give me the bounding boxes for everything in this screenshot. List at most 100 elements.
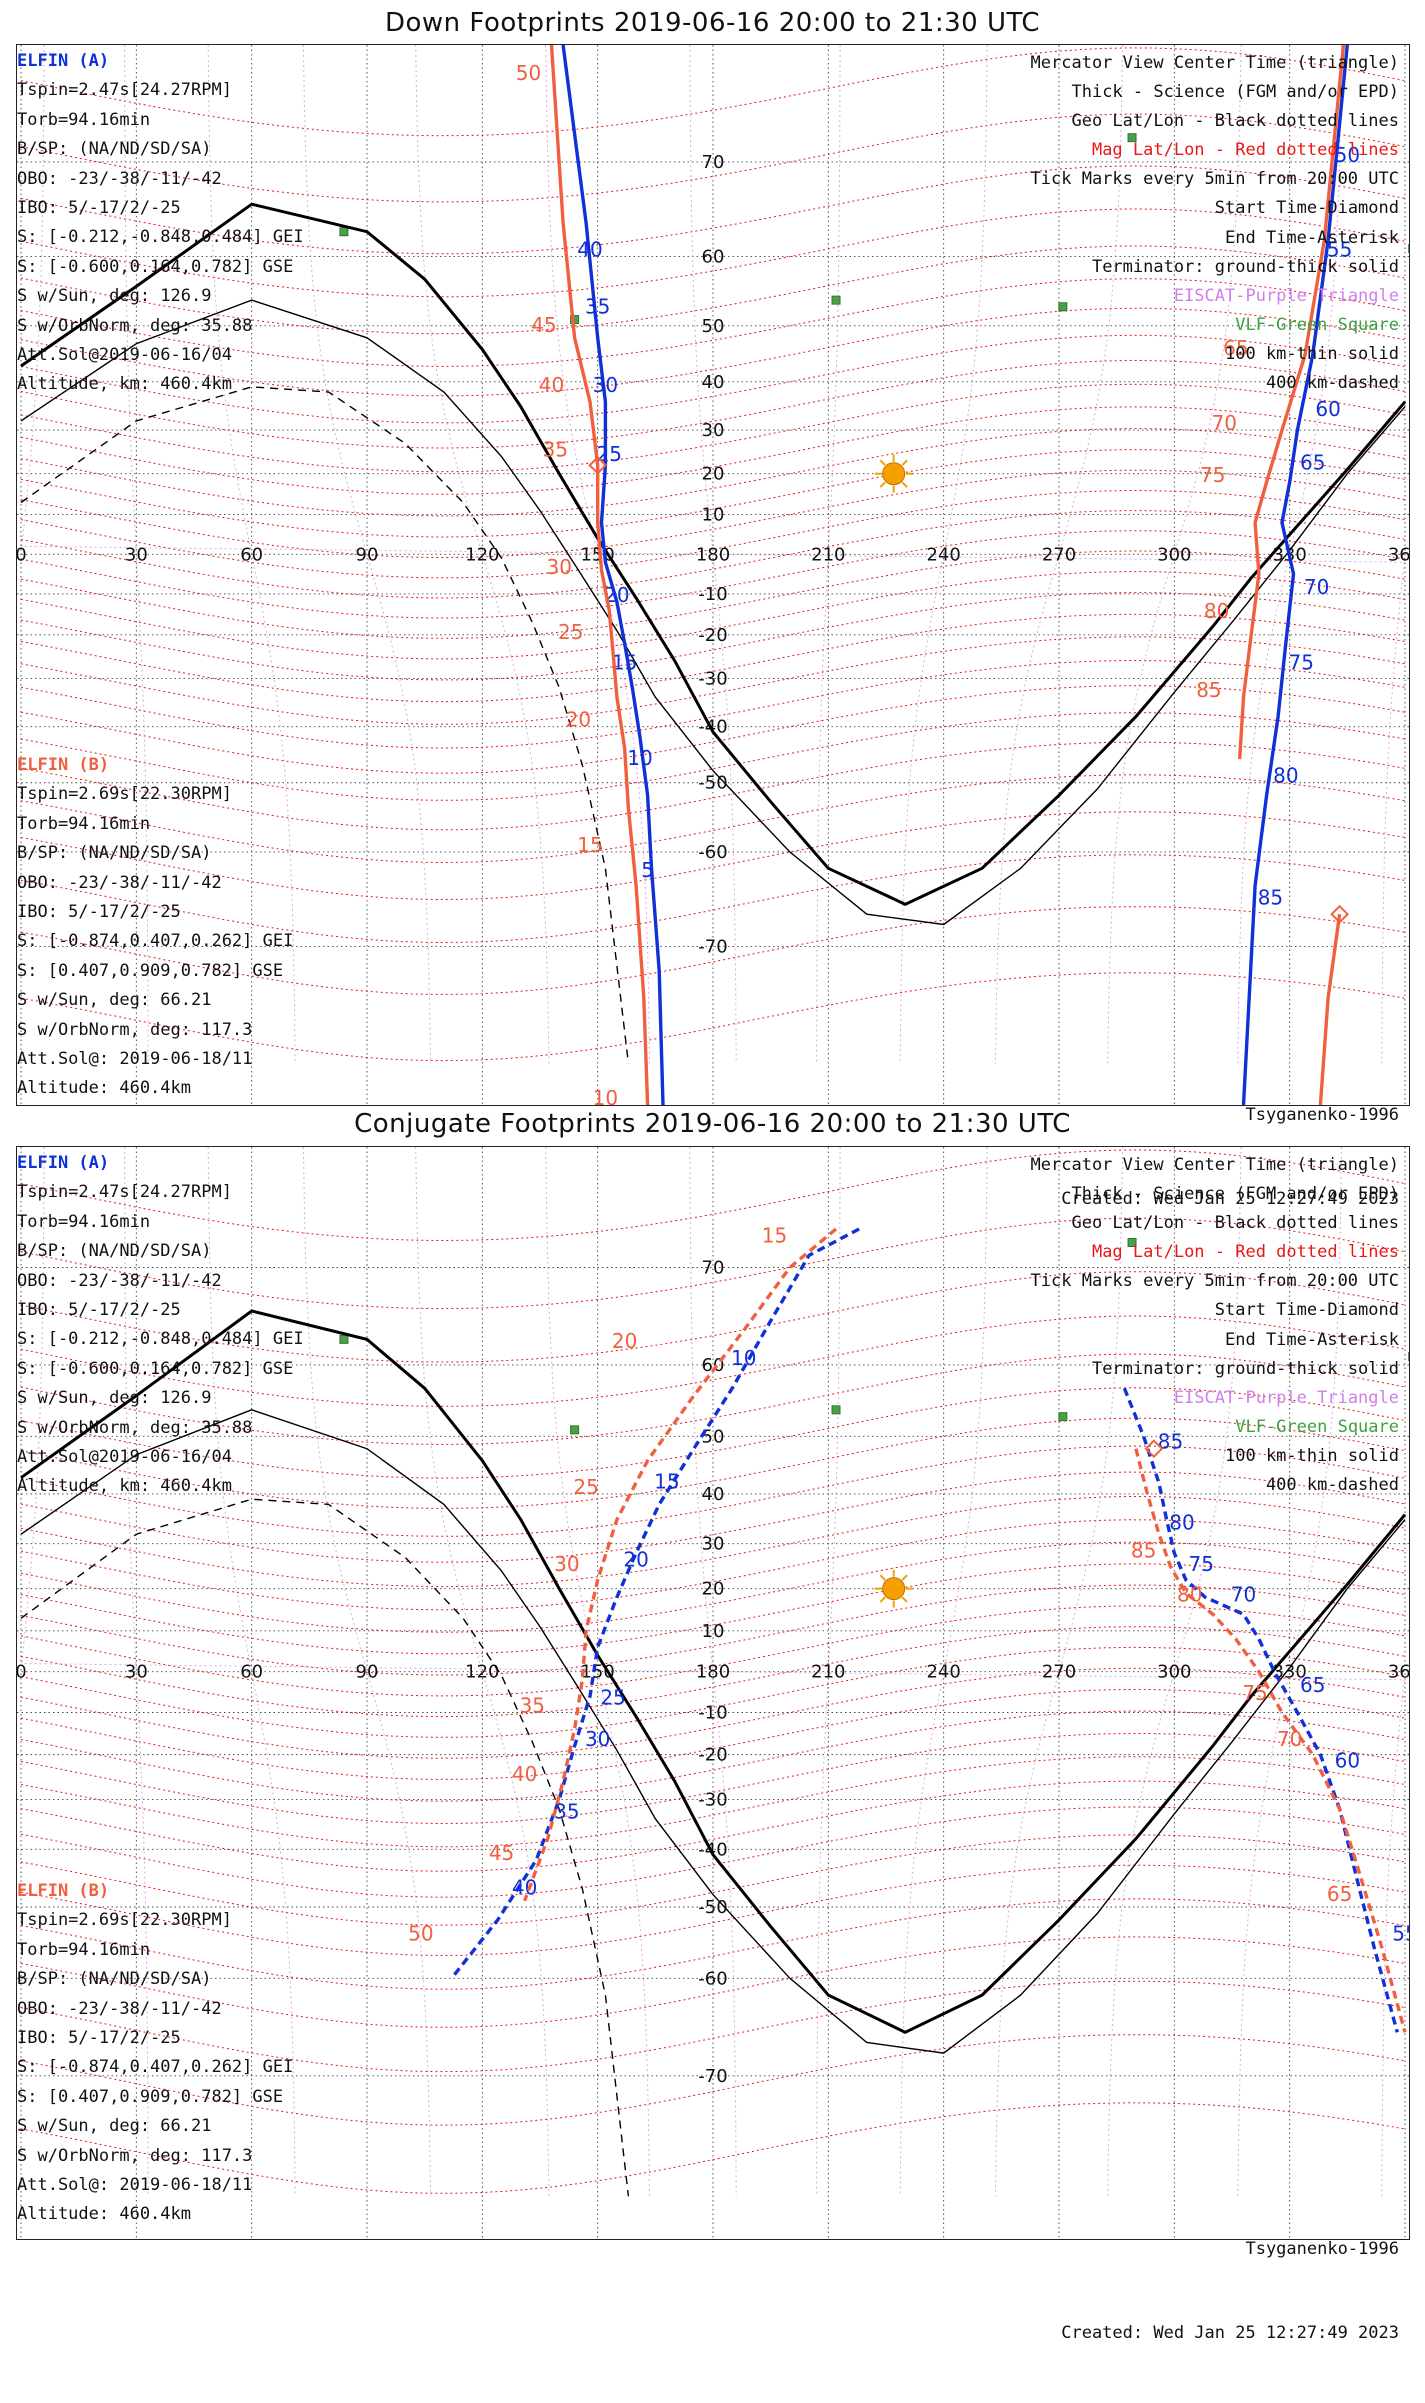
footprint-tick-label: 70 (1277, 1727, 1302, 1751)
elfin-a-info-line: S: [-0.212,-0.848,0.484] GEI (17, 223, 304, 252)
footprint-tick-label: 80 (1204, 599, 1229, 623)
elfin-a-info-line: Att.Sol@2019-06-16/04 (17, 1443, 304, 1472)
footprint-tick-label: 25 (600, 1685, 625, 1709)
footprint-tick-label: 30 (585, 1727, 610, 1751)
lat-tick-label: 40 (702, 1484, 725, 1505)
footprint-tick-label: 65 (1300, 1673, 1325, 1697)
elfin-a-info-conjugate: ELFIN (A)Tspin=2.47s[24.27RPM]Torb=94.16… (17, 1149, 304, 1502)
plot-panel-conjugate: 0306090120150180210240270300330360706050… (16, 1146, 1410, 2240)
sun-ray (902, 1575, 907, 1580)
lat-tick-label: -20 (698, 1745, 727, 1766)
legend-item: 100 km-thin solid (1031, 340, 1399, 369)
elfin-b-info-line: Torb=94.16min (17, 810, 293, 839)
elfin-b-info-line: Altitude: 460.4km (17, 2200, 293, 2229)
elfin-a-info-line: S: [-0.212,-0.848,0.484] GEI (17, 1325, 304, 1354)
lon-tick-label: 240 (926, 1662, 960, 1683)
elfin-b-info-line: Att.Sol@: 2019-06-18/11 (17, 1045, 293, 1074)
elfin-b-info-line: IBO: 5/-17/2/-25 (17, 2024, 293, 2053)
sun-ray (902, 1597, 907, 1602)
footprint-tick-label: 55 (1392, 1921, 1409, 1945)
lat-tick-label: -10 (698, 1702, 727, 1723)
legend-item: Thick - Science (FGM and/or EPD) (1031, 78, 1399, 107)
sun-ray (902, 460, 907, 465)
sun-icon (875, 1570, 913, 1608)
lon-tick-label: 360 (1388, 544, 1409, 565)
footprint-tick-label: 25 (596, 442, 621, 466)
elfin-a-info-line: IBO: 5/-17/2/-25 (17, 1296, 304, 1325)
footprint-tick-label: 30 (554, 1552, 579, 1576)
footprint-tick-label: 45 (489, 1841, 514, 1865)
sun-disk (883, 463, 905, 485)
legend-item: VLF-Green Square (1031, 311, 1399, 340)
footprint-tick-label: 35 (520, 1693, 545, 1717)
lat-tick-label: -70 (698, 937, 727, 958)
footprint-tick-label: 30 (593, 373, 618, 397)
lon-tick-label: 120 (465, 544, 499, 565)
footprint-tick-label: 35 (543, 438, 568, 462)
lon-tick-label: 270 (1042, 1662, 1076, 1683)
footprint-tick-label: 50 (408, 1921, 433, 1945)
lon-tick-label: 270 (1042, 544, 1076, 565)
elfin-b-info-line: S: [-0.874,0.407,0.262] GEI (17, 2053, 293, 2082)
lat-tick-label: 50 (702, 316, 725, 337)
sun-ray (880, 1575, 885, 1580)
lon-tick-label: 90 (356, 1662, 379, 1683)
footprint-tick-label: 10 (593, 1086, 618, 1105)
legend-item: Mag Lat/Lon - Red dotted lines (1031, 136, 1399, 165)
footprint-tick-label: 60 (1315, 397, 1340, 421)
sun-icon (875, 455, 913, 493)
lat-tick-label: -10 (698, 584, 727, 605)
lat-tick-label: -30 (698, 668, 727, 689)
lon-tick-label: 0 (17, 544, 27, 565)
footprint-tick-label: 10 (627, 746, 652, 770)
footprint-tick-label: 40 (539, 373, 564, 397)
elfin-b-info-line: Tspin=2.69s[22.30RPM] (17, 1906, 293, 1935)
footprint-line-elfin-a (563, 45, 663, 1105)
legend-item: 100 km-thin solid (1031, 1442, 1399, 1471)
footprint-tick-label: 85 (1131, 1539, 1156, 1563)
legend-item: Tick Marks every 5min from 20:00 UTC (1031, 1267, 1399, 1296)
lat-tick-label: 70 (702, 1257, 725, 1278)
lat-tick-label: -50 (698, 1897, 727, 1918)
elfin-b-info-line: Att.Sol@: 2019-06-18/11 (17, 2171, 293, 2200)
elfin-b-info-line: S: [0.407,0.909,0.782] GSE (17, 2083, 293, 2112)
footprint-line-elfin-b (1136, 1449, 1405, 2033)
lat-tick-label: 50 (702, 1426, 725, 1447)
lon-tick-label: 60 (240, 544, 263, 565)
sun-ray (880, 1597, 885, 1602)
vlf-site-marker (340, 228, 348, 236)
elfin-b-info-line: S w/OrbNorm, deg: 117.3 (17, 1016, 293, 1045)
sun-ray (902, 482, 907, 487)
elfin-a-info-line: Torb=94.16min (17, 1208, 304, 1237)
lat-tick-label: 70 (702, 152, 725, 173)
elfin-a-info-line: B/SP: (NA/ND/SD/SA) (17, 1237, 304, 1266)
chart-title-down: Down Footprints 2019-06-16 20:00 to 21:3… (0, 8, 1425, 38)
footprint-tick-label: 85 (1258, 885, 1283, 909)
footprint-tick-label: 40 (577, 238, 602, 262)
elfin-a-info-line: B/SP: (NA/ND/SD/SA) (17, 135, 304, 164)
footprint-tick-label: 75 (1242, 1681, 1267, 1705)
elfin-b-info-line: B/SP: (NA/ND/SD/SA) (17, 1965, 293, 1994)
legend-item: Tick Marks every 5min from 20:00 UTC (1031, 165, 1399, 194)
footprint-tick-label: 15 (577, 833, 602, 857)
footprint-tick-label: 80 (1273, 764, 1298, 788)
footprint-tick-label: 15 (762, 1223, 787, 1247)
legend-item: Geo Lat/Lon - Black dotted lines (1031, 1209, 1399, 1238)
elfin-a-info-line: Tspin=2.47s[24.27RPM] (17, 1178, 304, 1207)
elfin-a-header: ELFIN (A) (17, 1149, 304, 1178)
legend-item: 400 km-dashed (1031, 1471, 1399, 1500)
elfin-b-info-line: S: [-0.874,0.407,0.262] GEI (17, 927, 293, 956)
lon-tick-label: 180 (696, 544, 730, 565)
elfin-b-info-line: S w/OrbNorm, deg: 117.3 (17, 2142, 293, 2171)
model-label: Tsyganenko-1996 (1061, 2235, 1399, 2263)
footprint-tick-label: 65 (1327, 1882, 1352, 1906)
elfin-b-info-line: S w/Sun, deg: 66.21 (17, 986, 293, 1015)
footprint-tick-label: 15 (654, 1470, 679, 1494)
elfin-a-info-line: S: [-0.600,0.164,0.782] GSE (17, 253, 304, 282)
footer-conjugate: Tsyganenko-1996 Created: Wed Jan 25 12:2… (1061, 2179, 1399, 2403)
footprint-tick-label: 35 (585, 294, 610, 318)
lat-tick-label: 20 (702, 464, 725, 485)
elfin-b-info-line: Tspin=2.69s[22.30RPM] (17, 780, 293, 809)
elfin-a-info-line: S w/OrbNorm, deg: 35.88 (17, 312, 304, 341)
footprint-tick-label: 75 (1200, 463, 1225, 487)
